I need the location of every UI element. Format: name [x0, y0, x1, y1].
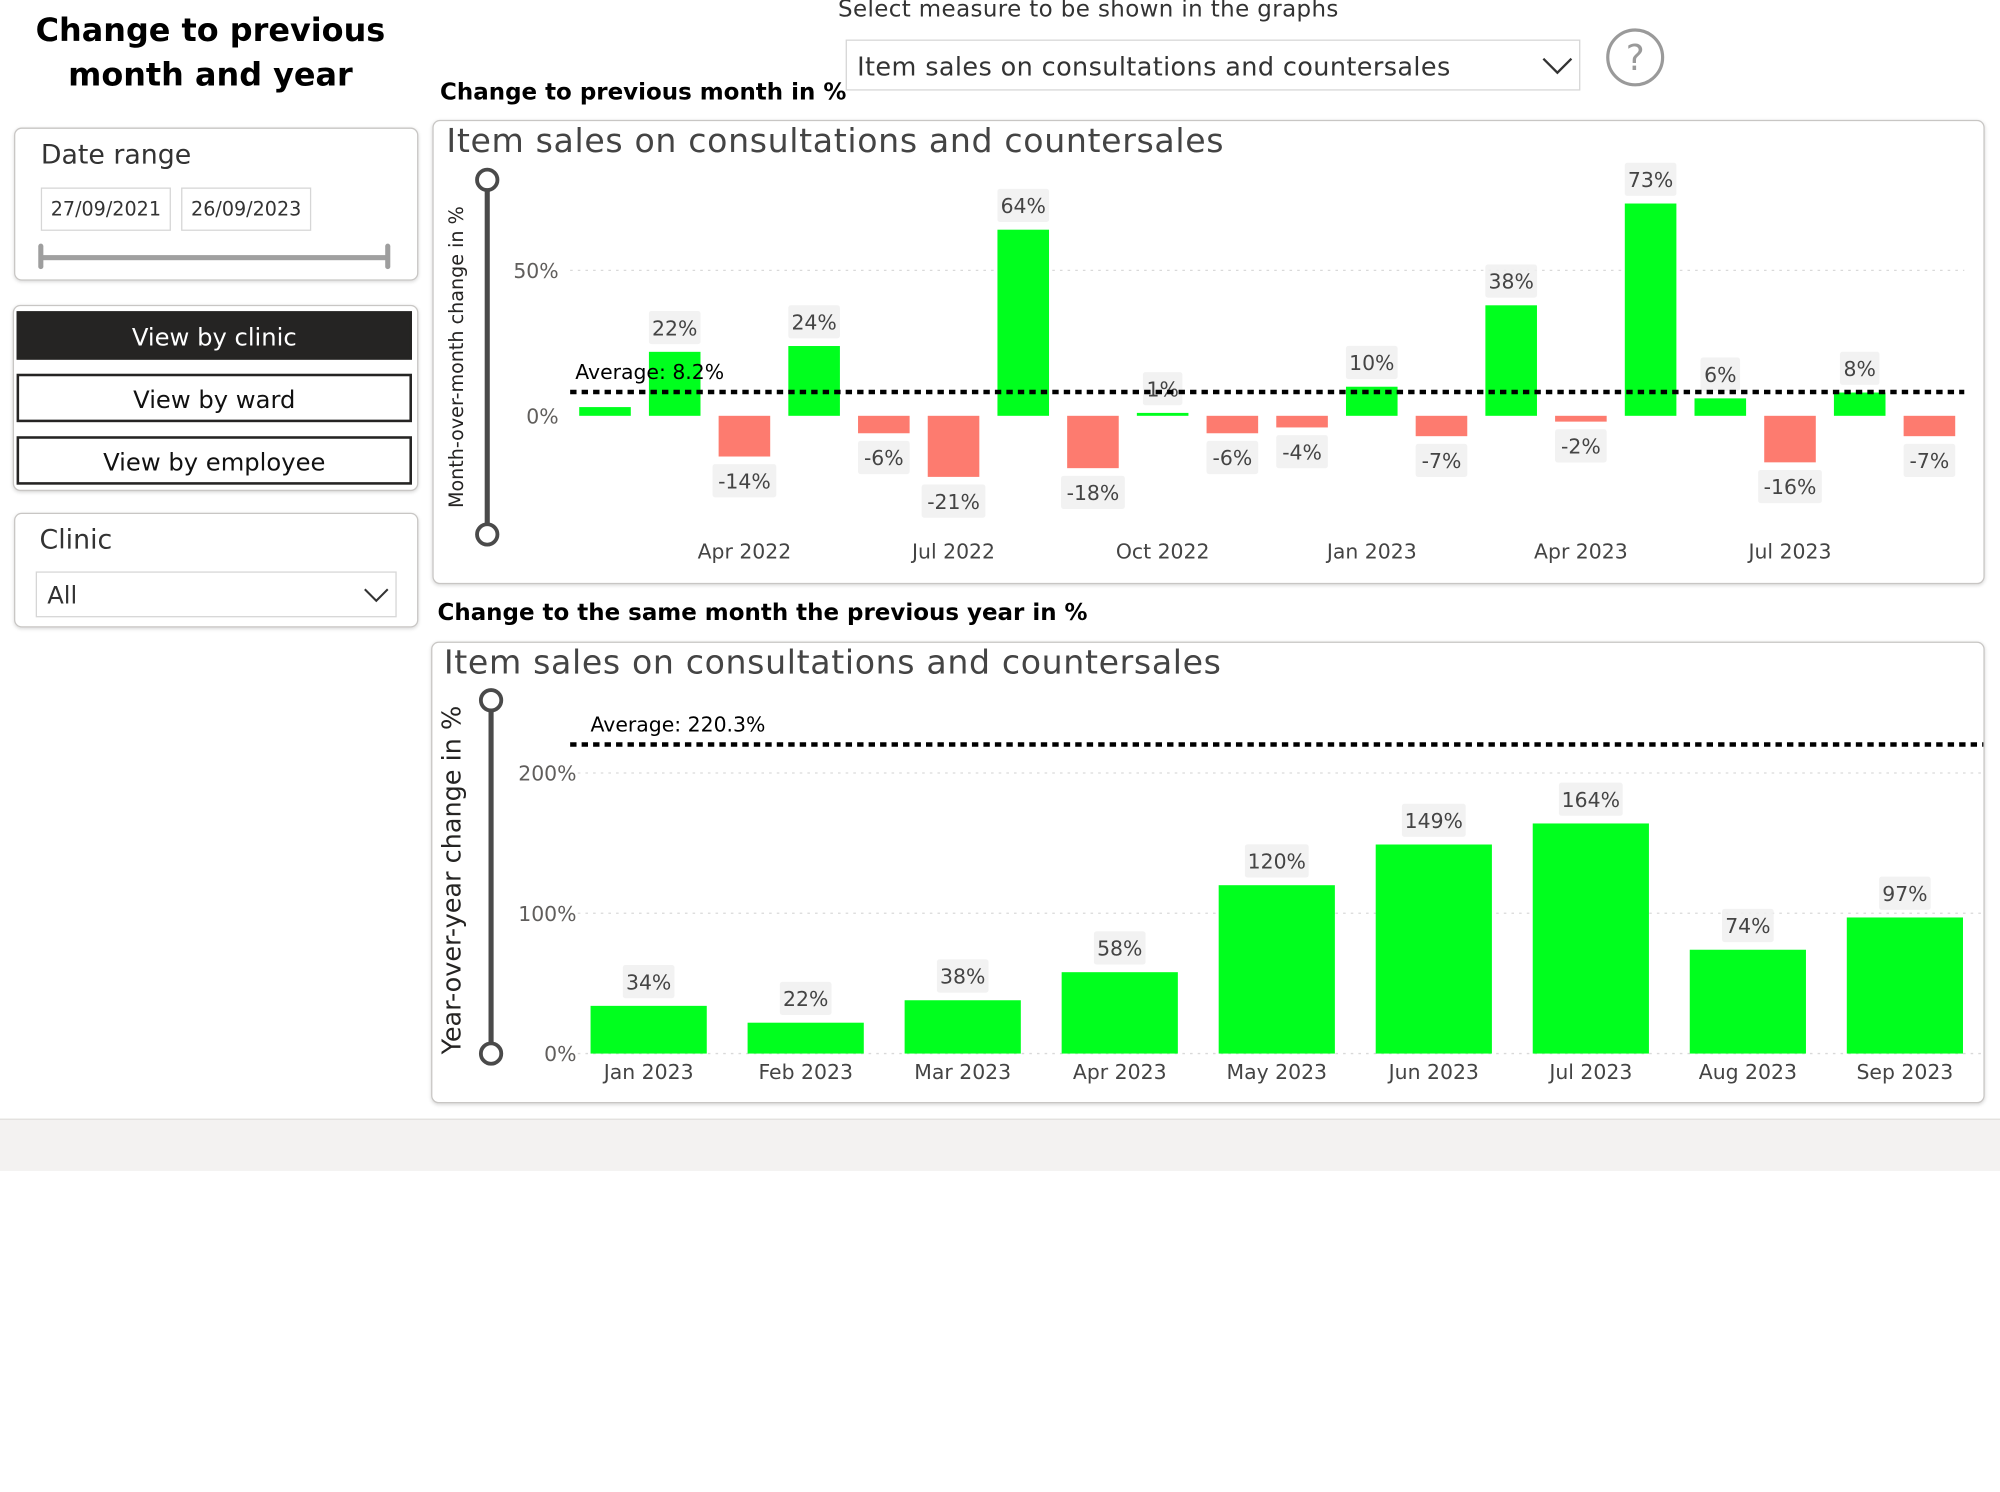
measure-dropdown[interactable]: Item sales on consultations and counters…	[845, 39, 1581, 91]
date-slider-track[interactable]	[40, 255, 388, 261]
help-icon-symbol: ?	[1626, 38, 1645, 79]
view-by-employee-button[interactable]: View by employee	[16, 436, 412, 485]
clinic-dropdown[interactable]: All	[35, 571, 397, 618]
date-end-field[interactable]: 26/09/2023	[181, 187, 312, 231]
measure-selector-label: Select measure to be shown in the graphs	[838, 0, 1339, 23]
date-range-slicer: Date range 27/09/2021 26/09/2023	[14, 127, 419, 281]
date-start-field[interactable]: 27/09/2021	[40, 187, 171, 231]
clinic-label: Clinic	[39, 524, 113, 555]
chevron-down-icon	[1542, 57, 1573, 75]
page-title: Change to previous month and year	[35, 11, 386, 94]
mom-section-title: Change to previous month in %	[440, 79, 847, 106]
mom-chart-card: Item sales on consultations and counters…	[432, 119, 1985, 585]
yoy-section-title: Change to the same month the previous ye…	[437, 599, 1088, 627]
clinic-slicer: Clinic All	[14, 512, 419, 628]
date-range-label: Date range	[40, 139, 192, 170]
date-slider-end-handle[interactable]	[385, 243, 391, 270]
mom-chart-title: Item sales on consultations and counters…	[446, 122, 1225, 161]
help-icon: ?	[1606, 28, 1665, 87]
measure-dropdown-value: Item sales on consultations and counters…	[857, 51, 1451, 82]
view-button-group: View by clinic View by ward View by empl…	[12, 304, 419, 492]
chevron-down-icon	[364, 588, 389, 603]
yoy-chart-title: Item sales on consultations and counters…	[443, 644, 1222, 683]
page-footer-bar	[0, 1118, 2000, 1171]
date-slider-start-handle[interactable]	[38, 243, 44, 270]
view-by-clinic-button[interactable]: View by clinic	[16, 311, 412, 360]
help-button[interactable]: ?	[1606, 28, 1665, 87]
view-by-ward-button[interactable]: View by ward	[16, 373, 412, 423]
clinic-dropdown-value: All	[47, 581, 78, 610]
yoy-chart-card: Item sales on consultations and counters…	[431, 641, 1985, 1104]
